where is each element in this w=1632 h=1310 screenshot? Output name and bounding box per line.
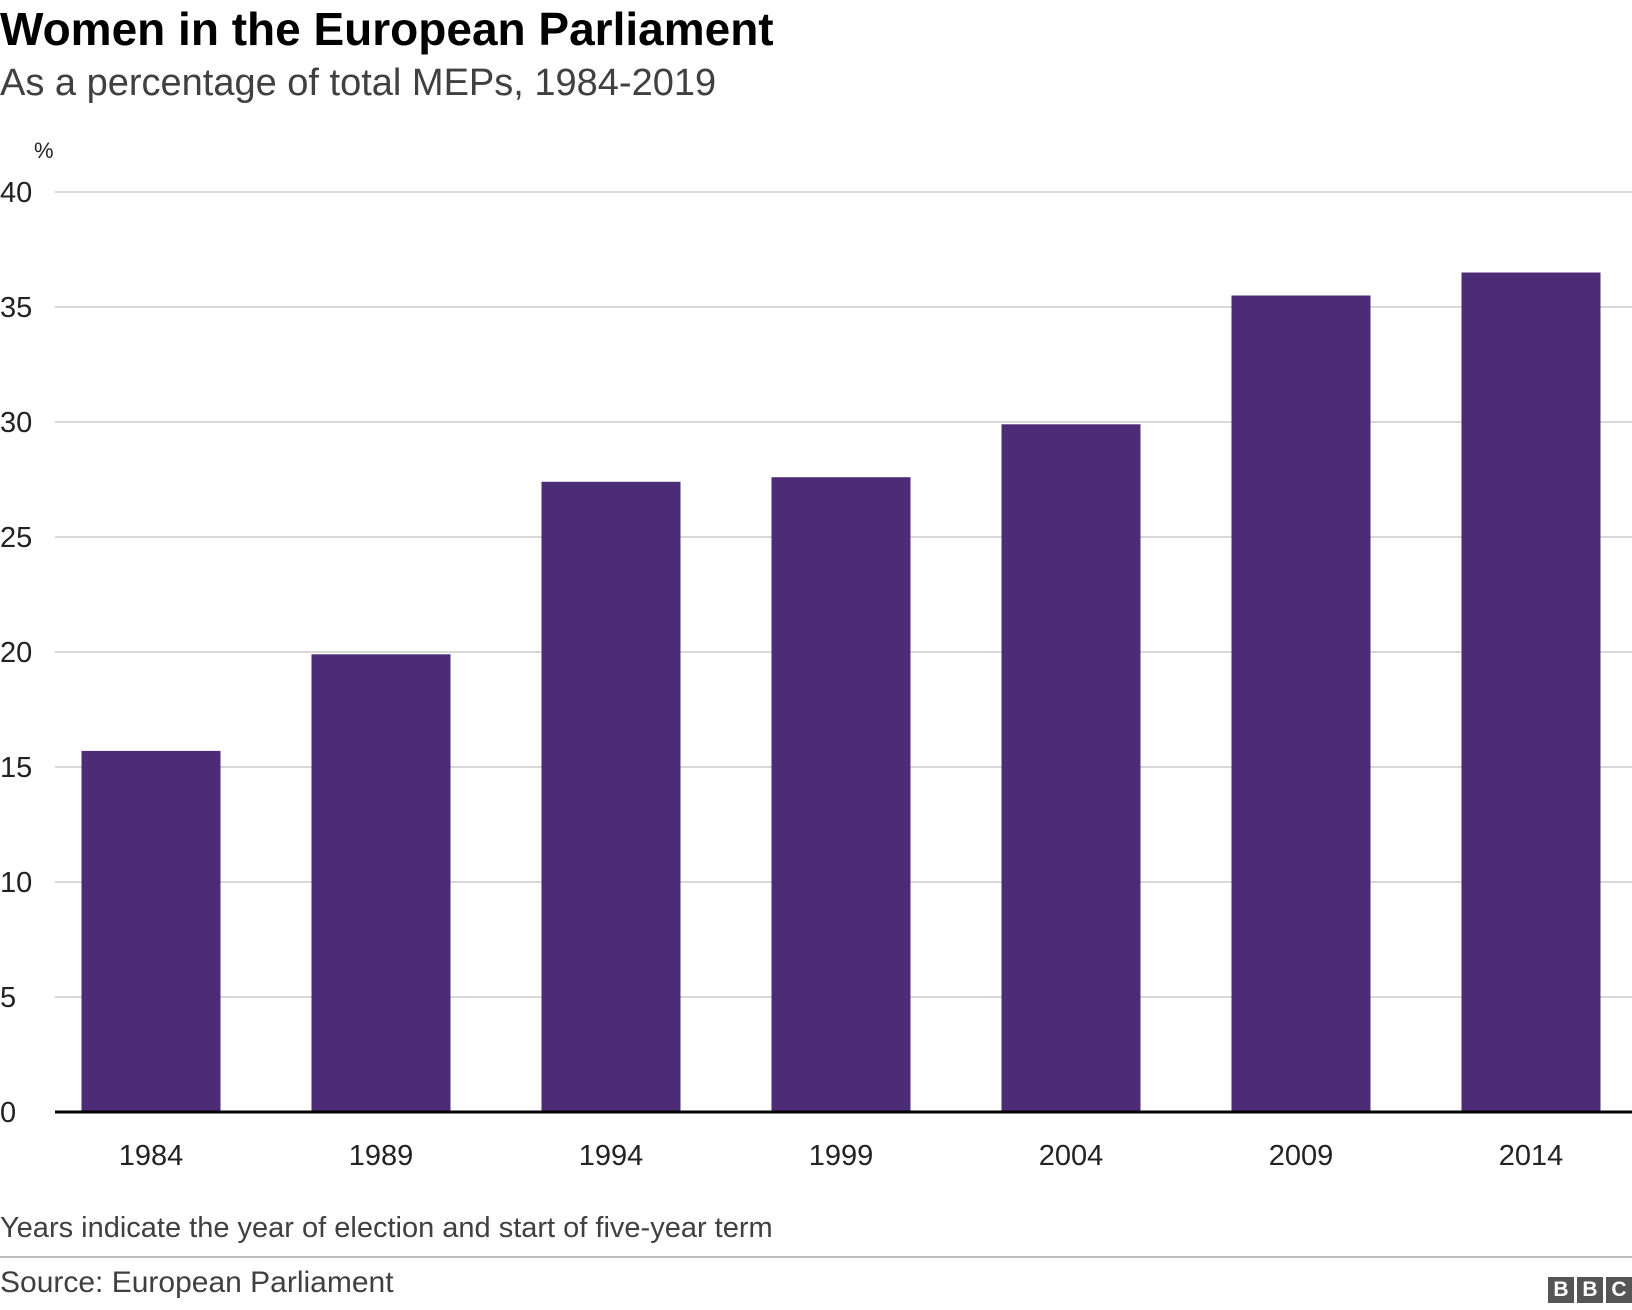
bar-2014 (1461, 272, 1601, 1112)
y-tick-label: 5 (0, 982, 16, 1014)
bar-1999 (771, 477, 911, 1112)
bbc-logo-letter: B (1548, 1277, 1574, 1303)
y-axis-unit-label: % (34, 138, 54, 163)
bbc-logo-letter: B (1577, 1277, 1603, 1303)
y-axis-ticks: 0 5 10 15 20 25 30 35 40 (0, 177, 32, 1129)
chart-note: Years indicate the year of election and … (0, 1212, 773, 1244)
chart-subtitle: As a percentage of total MEPs, 1984-2019 (0, 62, 717, 104)
x-tick-label-1999: 1999 (809, 1140, 874, 1172)
y-tick-label: 15 (0, 752, 32, 784)
bar-2004 (1001, 424, 1141, 1112)
bars (81, 272, 1601, 1112)
x-tick-label-1994: 1994 (579, 1140, 644, 1172)
x-axis-ticks: 1984 1989 1994 1999 2004 2009 2014 (119, 1140, 1564, 1172)
bbc-logo-letter: C (1606, 1277, 1632, 1303)
x-tick-label-1984: 1984 (119, 1140, 184, 1172)
y-tick-label: 35 (0, 292, 32, 324)
y-tick-label: 30 (0, 407, 32, 439)
footer-divider (0, 1256, 1632, 1258)
y-tick-label: 25 (0, 522, 32, 554)
y-tick-label: 40 (0, 177, 32, 209)
x-tick-label-2014: 2014 (1499, 1140, 1564, 1172)
bar-2009 (1231, 295, 1371, 1112)
y-tick-label: 20 (0, 637, 32, 669)
bar-1984 (81, 750, 221, 1112)
x-tick-label-2009: 2009 (1269, 1140, 1334, 1172)
source-label: Source: European Parliament (0, 1266, 394, 1299)
y-tick-label: 10 (0, 867, 32, 899)
x-tick-label-1989: 1989 (349, 1140, 414, 1172)
x-tick-label-2004: 2004 (1039, 1140, 1104, 1172)
bbc-logo: B B C (1548, 1277, 1632, 1303)
bar-chart: % 0 5 10 15 20 25 30 35 40 1984 1989 1994 1999 2004 2… (0, 138, 1632, 1172)
bar-1989 (311, 654, 451, 1112)
chart-title: Women in the European Parliament (0, 3, 774, 55)
bar-1994 (541, 481, 681, 1112)
y-tick-label: 0 (0, 1097, 16, 1129)
